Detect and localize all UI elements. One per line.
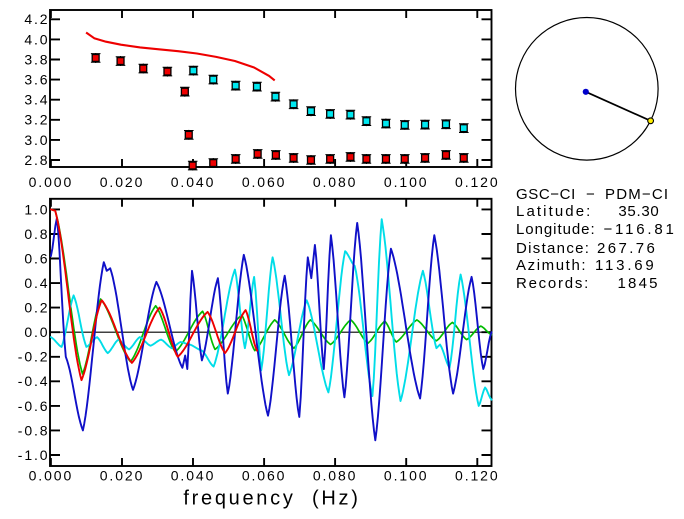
svg-text:2.8: 2.8 — [24, 152, 49, 168]
svg-text:-0.6: -0.6 — [18, 398, 50, 414]
svg-text:0.100: 0.100 — [384, 174, 429, 190]
svg-text:-0.4: -0.4 — [18, 373, 50, 389]
svg-text:0.040: 0.040 — [171, 174, 216, 190]
svg-text:0.060: 0.060 — [242, 174, 287, 190]
svg-text:0.080: 0.080 — [313, 174, 358, 190]
svg-text:0.2: 0.2 — [24, 300, 49, 316]
svg-text:0.8: 0.8 — [24, 226, 49, 242]
svg-text:0.0: 0.0 — [24, 324, 49, 340]
svg-text:0.4: 0.4 — [24, 275, 49, 291]
svg-text:4.0: 4.0 — [24, 31, 49, 47]
svg-text:0.100: 0.100 — [384, 468, 429, 484]
svg-text:0.080: 0.080 — [313, 468, 358, 484]
svg-text:0.020: 0.020 — [100, 174, 145, 190]
svg-text:0.060: 0.060 — [242, 468, 287, 484]
svg-text:3.4: 3.4 — [24, 92, 49, 108]
svg-text:3.0: 3.0 — [24, 132, 49, 148]
svg-text:0.120: 0.120 — [455, 468, 500, 484]
svg-text:3.8: 3.8 — [24, 51, 49, 67]
svg-text:0.000: 0.000 — [29, 174, 74, 190]
svg-text:0.020: 0.020 — [100, 468, 145, 484]
svg-text:1.0: 1.0 — [24, 201, 49, 217]
svg-text:0.040: 0.040 — [171, 468, 216, 484]
svg-text:4.2: 4.2 — [24, 11, 49, 27]
svg-text:0.000: 0.000 — [29, 468, 74, 484]
svg-text:0.6: 0.6 — [24, 250, 49, 266]
svg-text:frequency (Hz): frequency (Hz) — [183, 488, 360, 510]
svg-text:-0.2: -0.2 — [18, 349, 50, 365]
svg-text:-1.0: -1.0 — [18, 447, 50, 463]
svg-text:-0.8: -0.8 — [18, 422, 50, 438]
svg-text:0.120: 0.120 — [455, 174, 500, 190]
svg-text:3.2: 3.2 — [24, 112, 49, 128]
svg-text:3.6: 3.6 — [24, 72, 49, 88]
